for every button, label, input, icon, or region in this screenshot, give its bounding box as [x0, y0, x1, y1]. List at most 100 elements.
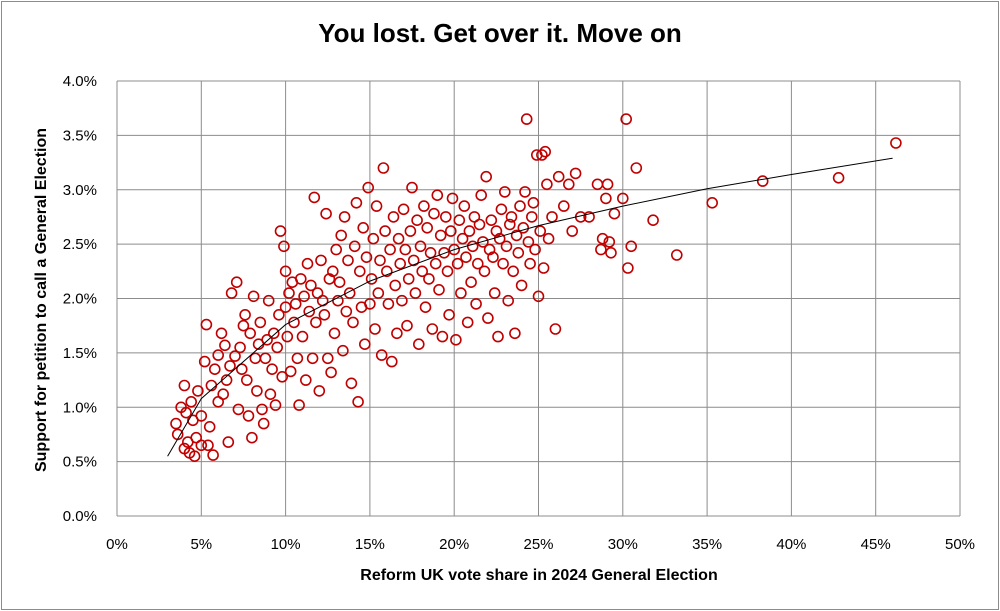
x-tick-label: 10%: [271, 536, 301, 553]
data-point: [756, 175, 769, 187]
data-point: [455, 287, 467, 299]
data-point: [396, 294, 408, 307]
data-point: [488, 287, 501, 299]
data-point: [509, 327, 521, 340]
data-point: [418, 200, 430, 212]
data-point: [451, 257, 464, 270]
data-point: [239, 308, 251, 321]
y-tick-label: 4.0%: [63, 73, 97, 90]
data-point: [492, 330, 504, 343]
data-point: [706, 197, 719, 209]
data-point: [310, 316, 322, 329]
gridlines: [116, 80, 961, 517]
data-point: [426, 323, 439, 335]
data-point: [541, 178, 553, 191]
data-point: [596, 232, 609, 245]
data-point: [515, 279, 528, 292]
data-point: [583, 211, 595, 223]
data-point: [416, 265, 429, 278]
data-point: [487, 251, 499, 264]
x-tick-label: 0%: [106, 536, 128, 553]
data-point: [222, 436, 235, 448]
data-point: [482, 312, 494, 324]
y-tick-label: 0.5%: [63, 454, 97, 471]
data-point: [536, 149, 548, 161]
data-point: [456, 232, 469, 245]
data-point: [278, 240, 290, 253]
data-point: [434, 229, 447, 242]
data-point: [225, 287, 238, 299]
data-point: [470, 298, 482, 310]
data-point: [291, 352, 304, 365]
data-point: [237, 319, 250, 332]
data-point: [369, 323, 381, 335]
data-point: [315, 254, 327, 267]
data-point: [273, 308, 285, 321]
data-point: [524, 257, 536, 270]
data-point: [364, 298, 376, 310]
data-point: [203, 420, 216, 433]
y-tick-label: 1.0%: [63, 399, 97, 416]
data-point: [220, 374, 233, 386]
data-point: [342, 254, 354, 267]
data-point: [358, 338, 371, 351]
data-point: [374, 254, 386, 267]
data-point: [236, 363, 248, 376]
data-point: [274, 225, 287, 237]
data-point: [328, 327, 341, 340]
data-point: [279, 265, 292, 278]
data-point: [512, 247, 525, 259]
data-point: [347, 316, 359, 329]
x-tick-label: 45%: [861, 536, 891, 553]
data-point: [670, 249, 683, 261]
data-point: [500, 240, 513, 253]
data-point: [424, 247, 437, 259]
data-point: [431, 189, 444, 201]
data-point: [192, 385, 204, 397]
data-point: [514, 200, 526, 212]
data-point: [519, 186, 531, 198]
data-point: [241, 374, 253, 386]
data-point: [546, 211, 558, 223]
data-point: [283, 287, 295, 299]
data-point: [832, 172, 845, 184]
data-point: [330, 243, 343, 256]
data-point: [279, 301, 292, 314]
data-point: [517, 222, 530, 234]
data-point: [326, 265, 339, 278]
data-point: [532, 290, 545, 303]
y-tick-label: 3.0%: [63, 182, 97, 199]
data-point: [480, 170, 493, 183]
data-point: [429, 257, 442, 270]
data-point: [520, 113, 533, 125]
data-point: [345, 377, 358, 390]
data-point: [497, 257, 509, 270]
x-tick-label: 50%: [945, 536, 975, 553]
data-point: [463, 225, 476, 237]
y-tick-label: 2.5%: [63, 236, 97, 253]
data-point: [340, 305, 353, 318]
data-point: [198, 355, 211, 368]
data-point: [384, 243, 396, 256]
y-tick-label: 2.0%: [63, 291, 97, 308]
data-point: [397, 203, 410, 216]
data-point: [303, 305, 316, 318]
data-point: [217, 388, 229, 401]
data-point: [348, 240, 361, 253]
data-point: [466, 240, 479, 253]
data-point: [195, 410, 208, 422]
chart-title: You lost. Get over it. Move on: [318, 18, 682, 48]
data-point: [267, 327, 280, 340]
data-point: [242, 410, 255, 422]
data-point: [433, 283, 445, 296]
data-point: [387, 211, 400, 223]
data-point: [257, 417, 270, 430]
y-tick-label: 3.5%: [63, 127, 97, 144]
data-point: [465, 276, 477, 289]
data-point: [256, 403, 268, 416]
data-point: [605, 247, 617, 259]
data-point: [299, 374, 312, 386]
data-point: [542, 232, 555, 245]
data-point: [379, 225, 391, 237]
